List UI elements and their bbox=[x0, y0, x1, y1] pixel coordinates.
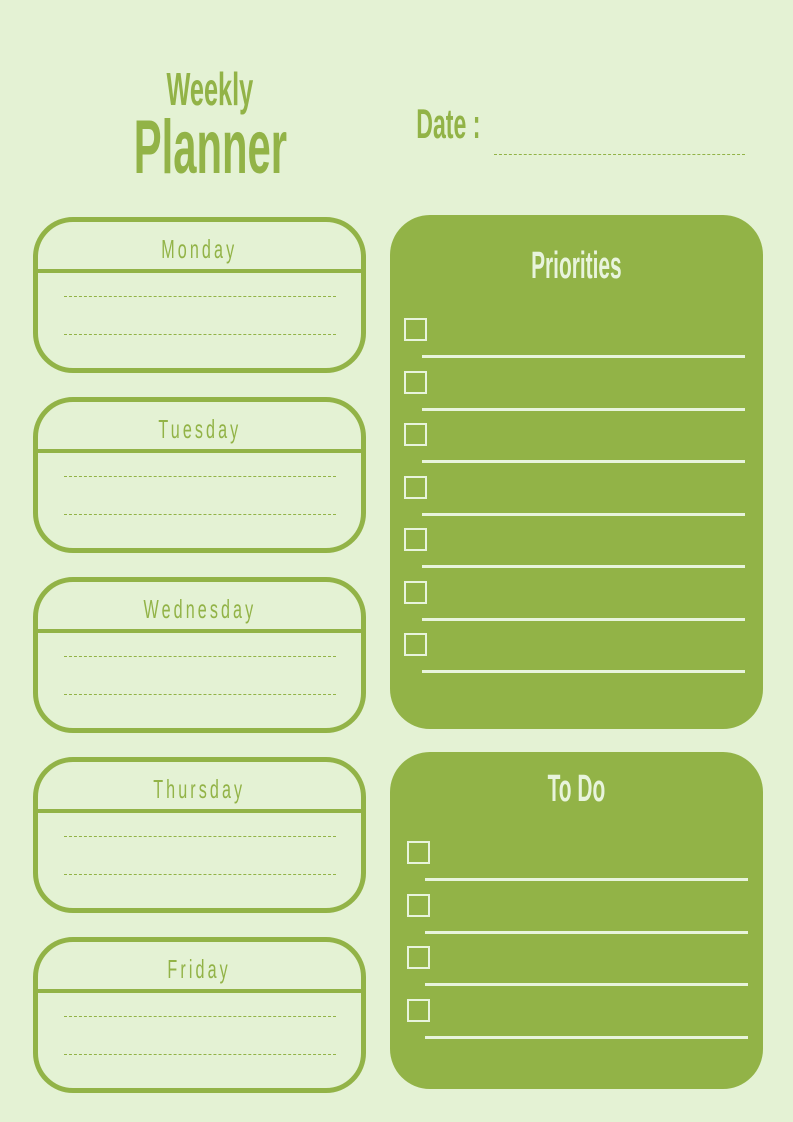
day-box-monday: Monday bbox=[33, 217, 366, 373]
item-line[interactable] bbox=[422, 565, 745, 568]
checkbox[interactable] bbox=[404, 318, 427, 341]
item-line[interactable] bbox=[422, 460, 745, 463]
day-box-friday: Friday bbox=[33, 937, 366, 1093]
day-label: Wednesday bbox=[38, 582, 361, 633]
todo-panel: To Do bbox=[390, 752, 763, 1089]
writing-line[interactable] bbox=[64, 1016, 336, 1017]
day-label: Monday bbox=[38, 222, 361, 273]
day-box-tuesday: Tuesday bbox=[33, 397, 366, 553]
checkbox[interactable] bbox=[407, 893, 430, 917]
title-planner: Planner bbox=[133, 105, 287, 190]
checkbox[interactable] bbox=[404, 370, 427, 394]
checkbox[interactable] bbox=[407, 998, 430, 1022]
writing-line[interactable] bbox=[64, 296, 336, 297]
writing-line[interactable] bbox=[64, 694, 336, 695]
item-line[interactable] bbox=[425, 930, 748, 934]
title-weekly: Weekly bbox=[166, 63, 254, 115]
checkbox[interactable] bbox=[407, 946, 430, 969]
writing-line[interactable] bbox=[64, 476, 336, 477]
writing-line[interactable] bbox=[64, 334, 336, 335]
item-line[interactable] bbox=[422, 407, 745, 411]
date-field[interactable] bbox=[494, 154, 745, 155]
priorities-panel: Priorities bbox=[390, 215, 763, 729]
writing-line[interactable] bbox=[64, 836, 336, 837]
item-line[interactable] bbox=[425, 878, 748, 881]
writing-line[interactable] bbox=[64, 1054, 336, 1055]
checkbox[interactable] bbox=[404, 475, 427, 499]
writing-line[interactable] bbox=[64, 514, 336, 515]
item-line[interactable] bbox=[422, 355, 745, 358]
writing-line[interactable] bbox=[64, 874, 336, 875]
day-label: Tuesday bbox=[38, 402, 361, 453]
date-label: Date : bbox=[416, 100, 481, 147]
day-label: Thursday bbox=[38, 762, 361, 813]
item-line[interactable] bbox=[425, 1035, 748, 1039]
item-line[interactable] bbox=[422, 670, 745, 673]
day-box-wednesday: Wednesday bbox=[33, 577, 366, 733]
day-label: Friday bbox=[38, 942, 361, 993]
checkbox[interactable] bbox=[404, 528, 427, 551]
day-box-thursday: Thursday bbox=[33, 757, 366, 913]
item-line[interactable] bbox=[422, 512, 745, 516]
item-line[interactable] bbox=[422, 617, 745, 621]
checkbox[interactable] bbox=[404, 423, 427, 446]
checkbox[interactable] bbox=[404, 633, 427, 656]
todo-title: To Do bbox=[547, 768, 606, 810]
checkbox[interactable] bbox=[404, 580, 427, 604]
checkbox[interactable] bbox=[407, 841, 430, 864]
item-line[interactable] bbox=[425, 983, 748, 986]
priorities-title: Priorities bbox=[531, 245, 622, 287]
writing-line[interactable] bbox=[64, 656, 336, 657]
